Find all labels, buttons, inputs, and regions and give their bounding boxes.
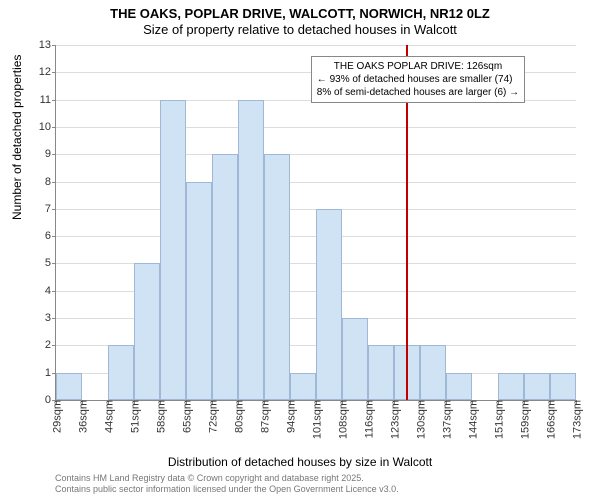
- plot-area: 01234567891011121329sqm36sqm44sqm51sqm58…: [55, 45, 576, 401]
- ytick-label: 13: [39, 39, 56, 51]
- histogram-bar: [134, 263, 160, 400]
- attribution: Contains HM Land Registry data © Crown c…: [55, 473, 399, 495]
- xtick-label: 137sqm: [439, 400, 454, 439]
- xtick-label: 80sqm: [231, 400, 246, 433]
- ytick-label: 6: [45, 230, 56, 242]
- xtick-label: 87sqm: [257, 400, 272, 433]
- xtick-label: 29sqm: [49, 400, 64, 433]
- gridline: [56, 154, 576, 155]
- gridline: [56, 127, 576, 128]
- histogram-bar: [342, 318, 368, 400]
- histogram-bar: [524, 373, 550, 400]
- histogram-bar: [160, 100, 186, 400]
- xtick-label: 159sqm: [517, 400, 532, 439]
- callout-line-2: ← 93% of detached houses are smaller (74…: [317, 73, 519, 86]
- xtick-label: 144sqm: [465, 400, 480, 439]
- histogram-bar: [238, 100, 264, 400]
- ytick-label: 8: [45, 176, 56, 188]
- x-axis-label: Distribution of detached houses by size …: [0, 455, 600, 469]
- xtick-label: 101sqm: [309, 400, 324, 439]
- histogram-bar: [550, 373, 576, 400]
- histogram-bar: [446, 373, 472, 400]
- histogram-bar: [316, 209, 342, 400]
- xtick-label: 116sqm: [361, 400, 376, 438]
- histogram-bar: [498, 373, 524, 400]
- histogram-bar: [290, 373, 316, 400]
- histogram-bar: [264, 154, 290, 400]
- xtick-label: 130sqm: [413, 400, 428, 439]
- ytick-label: 11: [40, 94, 56, 106]
- ytick-label: 12: [39, 66, 56, 78]
- attribution-line-1: Contains HM Land Registry data © Crown c…: [55, 473, 399, 484]
- ytick-label: 2: [45, 339, 56, 351]
- chart-title-sub: Size of property relative to detached ho…: [0, 22, 600, 37]
- attribution-line-2: Contains public sector information licen…: [55, 484, 399, 495]
- xtick-label: 173sqm: [569, 400, 584, 439]
- xtick-label: 44sqm: [101, 400, 116, 433]
- ytick-label: 4: [45, 285, 56, 297]
- xtick-label: 94sqm: [283, 400, 298, 433]
- ytick-label: 1: [45, 367, 56, 379]
- marker-callout: THE OAKS POPLAR DRIVE: 126sqm ← 93% of d…: [311, 56, 525, 103]
- histogram-bar: [186, 182, 212, 400]
- histogram-bar: [56, 373, 82, 400]
- gridline: [56, 182, 576, 183]
- ytick-label: 10: [39, 121, 56, 133]
- ytick-label: 5: [45, 257, 56, 269]
- histogram-bar: [108, 345, 134, 400]
- callout-line-3: 8% of semi-detached houses are larger (6…: [317, 86, 519, 99]
- xtick-label: 108sqm: [335, 400, 350, 439]
- chart-container: THE OAKS, POPLAR DRIVE, WALCOTT, NORWICH…: [0, 0, 600, 500]
- callout-line-1: THE OAKS POPLAR DRIVE: 126sqm: [317, 60, 519, 73]
- xtick-label: 72sqm: [205, 400, 220, 433]
- ytick-label: 7: [45, 203, 56, 215]
- histogram-bar: [212, 154, 238, 400]
- xtick-label: 36sqm: [75, 400, 90, 433]
- xtick-label: 166sqm: [543, 400, 558, 439]
- xtick-label: 65sqm: [179, 400, 194, 433]
- histogram-bar: [420, 345, 446, 400]
- xtick-label: 123sqm: [387, 400, 402, 439]
- histogram-bar: [368, 345, 394, 400]
- ytick-label: 3: [45, 312, 56, 324]
- y-axis-label: Number of detached properties: [10, 55, 24, 220]
- xtick-label: 58sqm: [153, 400, 168, 433]
- xtick-label: 51sqm: [127, 400, 142, 433]
- gridline: [56, 45, 576, 46]
- chart-title-main: THE OAKS, POPLAR DRIVE, WALCOTT, NORWICH…: [0, 0, 600, 21]
- ytick-label: 9: [45, 148, 56, 160]
- xtick-label: 151sqm: [491, 400, 506, 439]
